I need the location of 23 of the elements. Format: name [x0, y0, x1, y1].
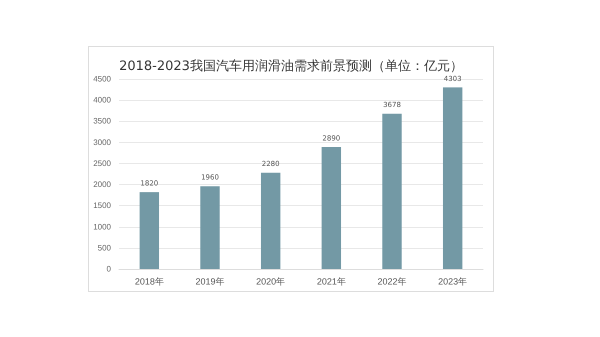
y-tick-label: 0 — [106, 264, 112, 274]
bar — [322, 146, 342, 269]
x-tick-label: 2022年 — [377, 276, 407, 286]
y-tick-label: 4500 — [93, 74, 112, 84]
bar — [200, 186, 220, 269]
x-tick-label: 2023年 — [438, 276, 468, 286]
y-tick-label: 2000 — [93, 180, 112, 190]
bar — [260, 172, 280, 269]
y-tick-label: 2500 — [93, 158, 112, 168]
y-tick-label: 500 — [98, 243, 112, 252]
y-tick-label: 1500 — [93, 201, 112, 210]
x-tick-label: 2019年 — [195, 276, 225, 286]
x-tick-label: 2018年 — [134, 276, 164, 286]
bar — [382, 114, 402, 269]
x-tick-label: 2021年 — [316, 276, 346, 286]
y-tick-label: 3000 — [93, 138, 112, 147]
x-tick-label: 2020年 — [256, 276, 286, 286]
y-tick-label: 4000 — [93, 96, 112, 105]
y-tick-label: 3500 — [93, 116, 112, 126]
bar — [442, 87, 462, 269]
chart-title: 2018-2023我国汽车用润滑油需求前景预测（单位：亿元） — [119, 59, 463, 74]
y-tick-label: 1000 — [93, 222, 112, 232]
bar — [140, 192, 160, 269]
